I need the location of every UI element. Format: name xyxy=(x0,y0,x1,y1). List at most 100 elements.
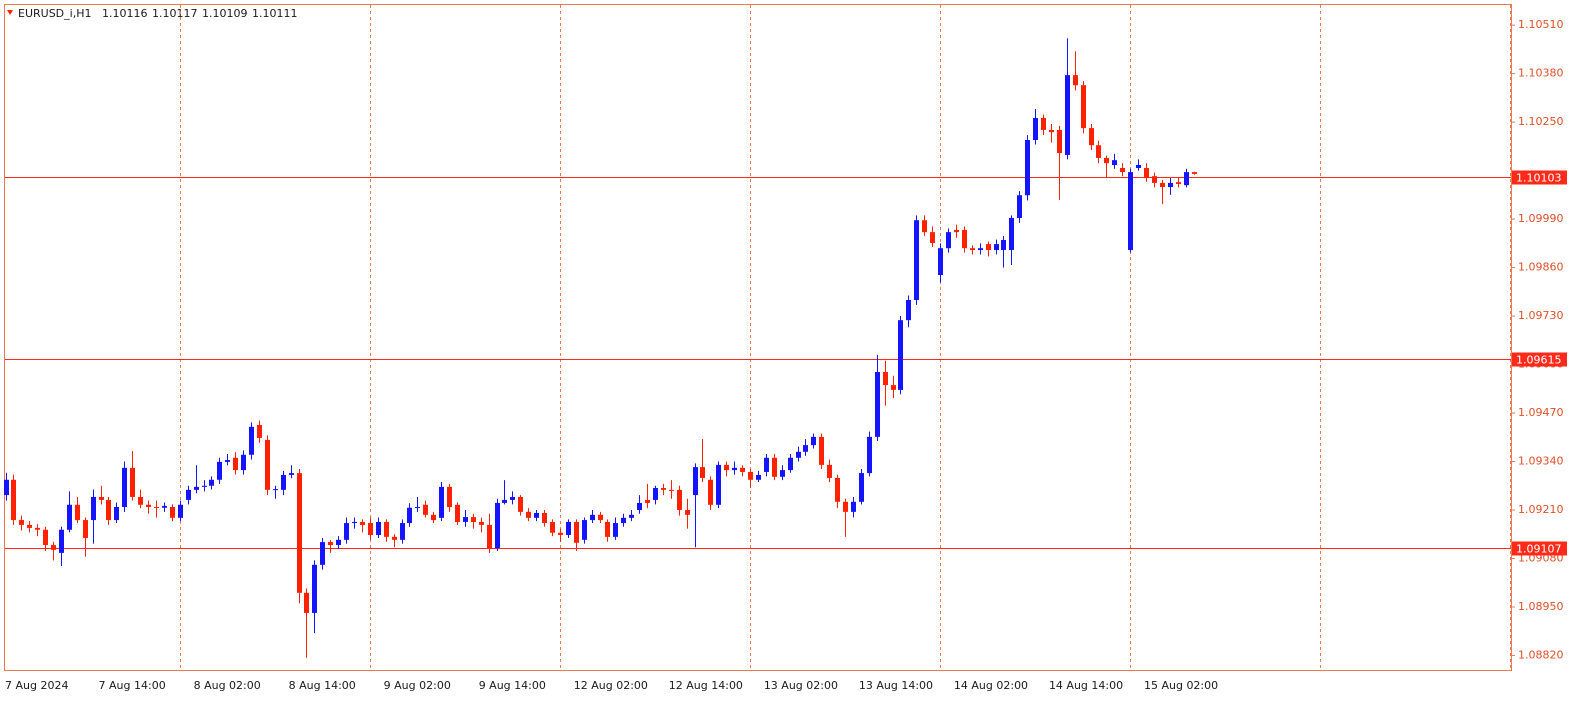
candle-body xyxy=(558,532,563,535)
header-open: 1.10116 xyxy=(102,7,148,20)
candle-body xyxy=(241,454,246,471)
candle-body xyxy=(225,460,230,462)
candle-body xyxy=(312,564,317,613)
candle-body xyxy=(1001,239,1006,251)
candle-body xyxy=(1168,182,1173,188)
y-tick-label: 1.09860 xyxy=(1518,261,1564,274)
candle-body xyxy=(376,521,381,535)
candle-body xyxy=(938,248,943,276)
candle-body xyxy=(91,496,96,521)
candle-body xyxy=(400,523,405,540)
x-tick-label: 12 Aug 02:00 xyxy=(574,679,648,692)
candle-body xyxy=(352,521,357,524)
candle-body xyxy=(582,520,587,540)
candle-body xyxy=(194,486,199,490)
candle-body xyxy=(510,496,515,500)
candle-body xyxy=(67,504,72,530)
candle-body xyxy=(83,520,88,538)
price-label: 1.10103 xyxy=(1516,172,1562,185)
candle-body xyxy=(788,457,793,471)
candle-body xyxy=(320,542,325,565)
y-tick-label: 1.10250 xyxy=(1518,115,1564,128)
y-tick-label: 1.09730 xyxy=(1518,309,1564,322)
candle-body xyxy=(170,507,175,518)
y-tick-label: 1.09470 xyxy=(1518,406,1564,419)
candle-body xyxy=(487,524,492,549)
candle-body xyxy=(360,521,365,525)
candle-body xyxy=(978,248,983,251)
candle-body xyxy=(43,529,48,546)
y-tick-label: 1.08950 xyxy=(1518,600,1564,613)
menu-arrow[interactable] xyxy=(7,10,13,15)
price-label: 1.09107 xyxy=(1516,543,1562,556)
price-label-box xyxy=(1512,170,1567,185)
candle-body xyxy=(645,499,650,503)
y-tick-label: 1.10380 xyxy=(1518,67,1564,80)
candle-body xyxy=(138,496,143,505)
candle-body xyxy=(994,244,999,251)
candle-body xyxy=(605,521,610,537)
candle-body xyxy=(756,474,761,480)
candle-body xyxy=(914,220,919,301)
candle-body xyxy=(716,464,721,505)
y-tick-label: 1.10510 xyxy=(1518,18,1564,31)
candle-body xyxy=(328,542,333,546)
candle-body xyxy=(685,509,690,515)
candle-body xyxy=(780,470,785,477)
candle-body xyxy=(186,489,191,500)
candle-body xyxy=(891,385,896,390)
candle-body xyxy=(154,507,159,509)
x-tick-label: 14 Aug 02:00 xyxy=(954,679,1028,692)
x-tick-label: 9 Aug 14:00 xyxy=(479,679,546,692)
y-tick-label: 1.09990 xyxy=(1518,212,1564,225)
header-close: 1.10111 xyxy=(252,7,298,20)
header-high: 1.10117 xyxy=(152,7,198,20)
candle-body xyxy=(1089,128,1094,146)
candle-body xyxy=(162,505,167,508)
x-tick-label: 8 Aug 02:00 xyxy=(194,679,261,692)
candle-body xyxy=(289,473,294,475)
x-tick-label: 15 Aug 02:00 xyxy=(1144,679,1218,692)
candle-body xyxy=(368,523,373,535)
candle-body xyxy=(661,487,666,490)
header-low: 1.10109 xyxy=(202,7,248,20)
candle-body xyxy=(708,479,713,505)
candle-body xyxy=(59,529,64,553)
candle-body xyxy=(962,229,967,249)
candle-body xyxy=(811,436,816,446)
x-tick-label: 9 Aug 02:00 xyxy=(384,679,451,692)
candle-body xyxy=(598,514,603,521)
candle-body xyxy=(1128,172,1133,251)
candle-body xyxy=(867,436,872,474)
x-tick-label: 8 Aug 14:00 xyxy=(289,679,356,692)
candle-body xyxy=(732,467,737,471)
candle-body xyxy=(423,504,428,515)
candle-body xyxy=(550,521,555,533)
candle-body xyxy=(384,521,389,537)
candle-body xyxy=(1176,182,1181,185)
price-label: 1.09615 xyxy=(1516,354,1562,367)
candle-body xyxy=(653,487,658,500)
candle-body xyxy=(740,467,745,472)
candle-body xyxy=(106,499,111,521)
candle-body xyxy=(835,477,840,502)
candle-body xyxy=(946,232,951,249)
candle-body xyxy=(970,248,975,251)
candle-body xyxy=(1104,157,1109,164)
candle-body xyxy=(439,486,444,518)
x-tick-label: 13 Aug 02:00 xyxy=(764,679,838,692)
candle-body xyxy=(1192,172,1197,174)
candle-body xyxy=(859,473,864,502)
candle-body xyxy=(1073,75,1078,86)
candle-body xyxy=(724,464,729,471)
candle-body xyxy=(1057,129,1062,154)
candle-body xyxy=(146,504,151,508)
candle-body xyxy=(431,514,436,521)
candle-body xyxy=(281,474,286,490)
candle-body xyxy=(1144,167,1149,179)
candle-body xyxy=(51,545,56,550)
candle-body xyxy=(700,467,705,478)
candle-body xyxy=(114,507,119,521)
